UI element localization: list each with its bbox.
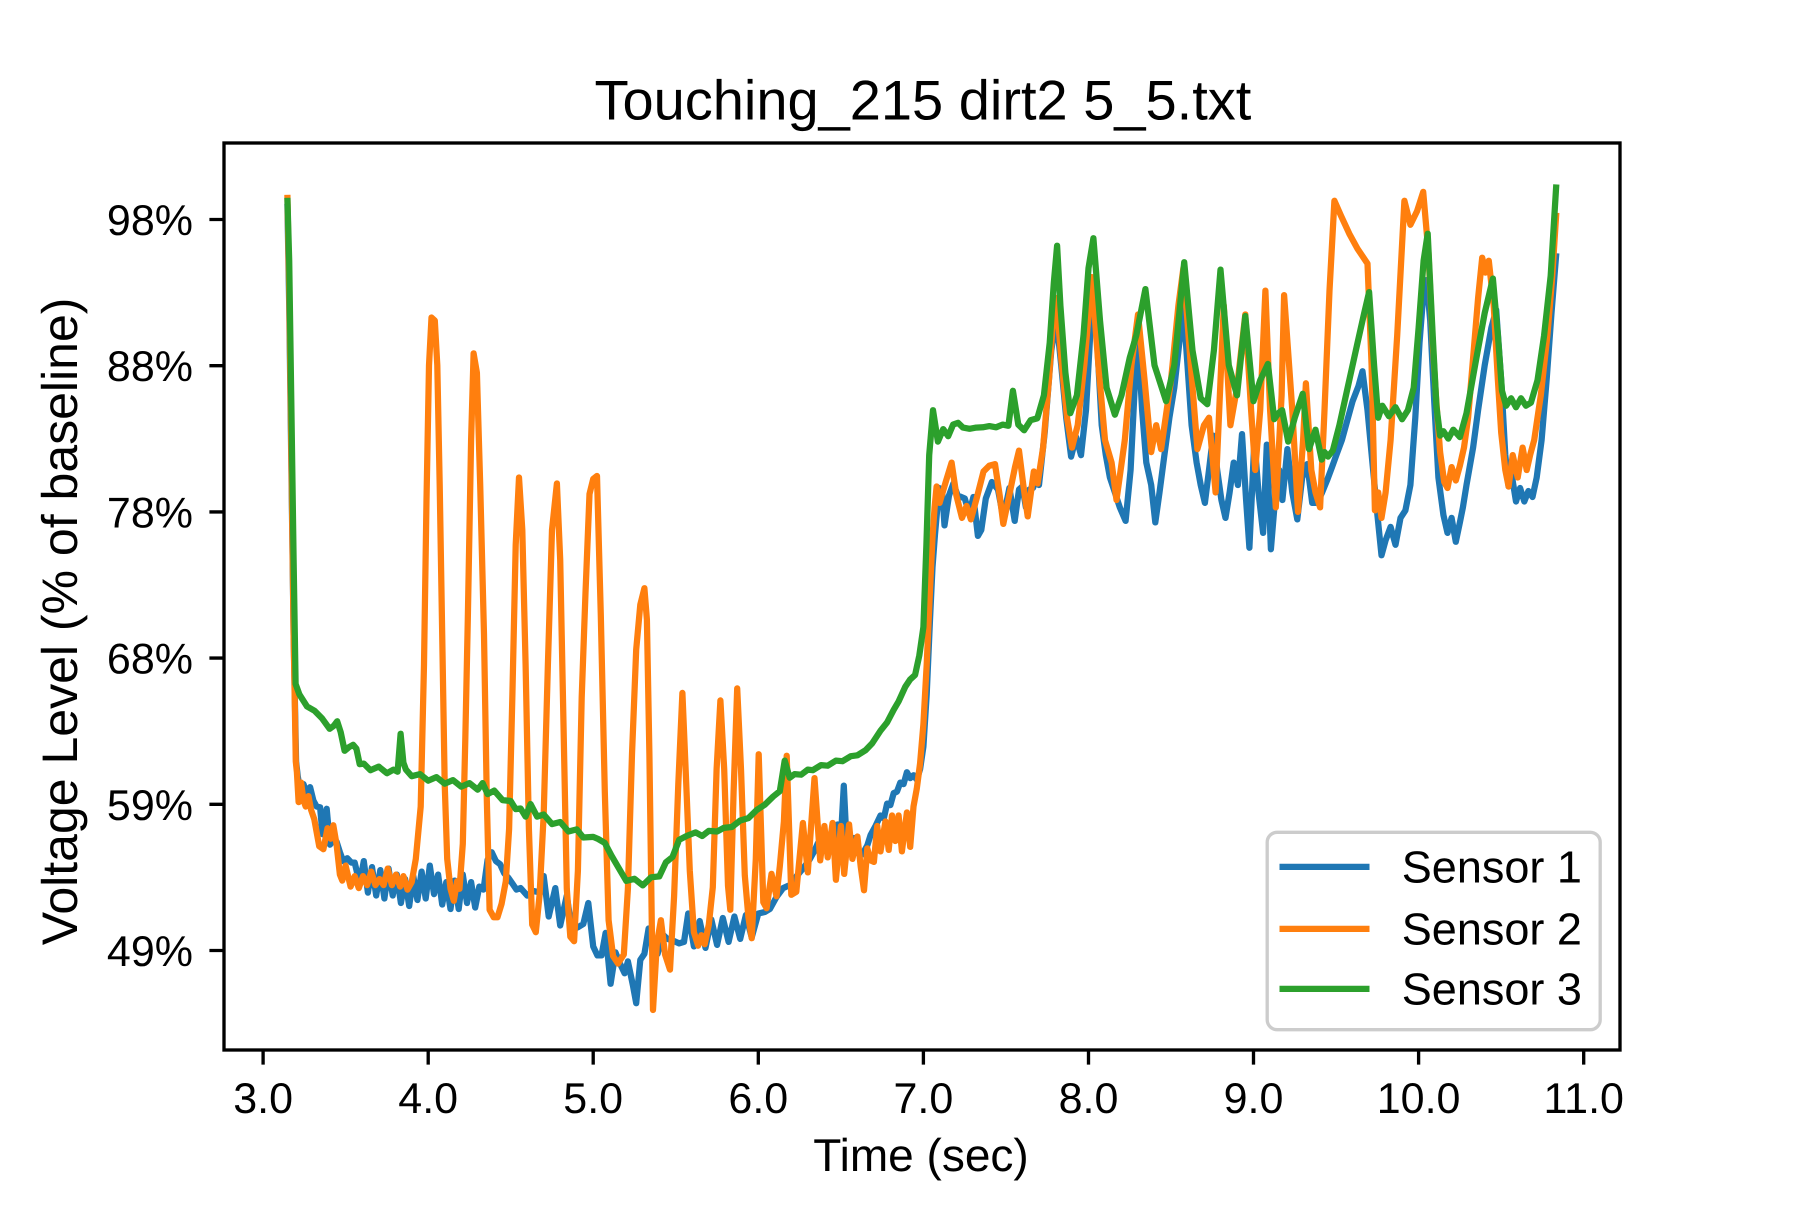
svg-text:Time (sec): Time (sec) (813, 1129, 1029, 1181)
svg-text:9.0: 9.0 (1224, 1075, 1284, 1123)
svg-text:8.0: 8.0 (1059, 1075, 1119, 1123)
svg-text:10.0: 10.0 (1377, 1075, 1461, 1123)
svg-text:68%: 68% (107, 636, 193, 684)
svg-text:49%: 49% (107, 928, 193, 976)
svg-text:59%: 59% (107, 782, 193, 830)
svg-text:7.0: 7.0 (894, 1075, 954, 1123)
svg-text:Touching_215 dirt2 5_5.txt: Touching_215 dirt2 5_5.txt (594, 69, 1251, 132)
svg-text:Sensor 3: Sensor 3 (1402, 963, 1582, 1014)
svg-text:Sensor 1: Sensor 1 (1402, 841, 1582, 892)
svg-text:3.0: 3.0 (233, 1075, 293, 1123)
svg-text:78%: 78% (107, 489, 193, 537)
svg-text:4.0: 4.0 (398, 1075, 458, 1123)
svg-text:Voltage Level (% of baseline): Voltage Level (% of baseline) (32, 298, 88, 946)
svg-text:88%: 88% (107, 343, 193, 391)
svg-text:6.0: 6.0 (728, 1075, 788, 1123)
svg-text:Sensor 2: Sensor 2 (1402, 903, 1582, 954)
svg-text:5.0: 5.0 (563, 1075, 623, 1123)
svg-text:98%: 98% (107, 197, 193, 245)
svg-text:11.0: 11.0 (1543, 1075, 1624, 1123)
